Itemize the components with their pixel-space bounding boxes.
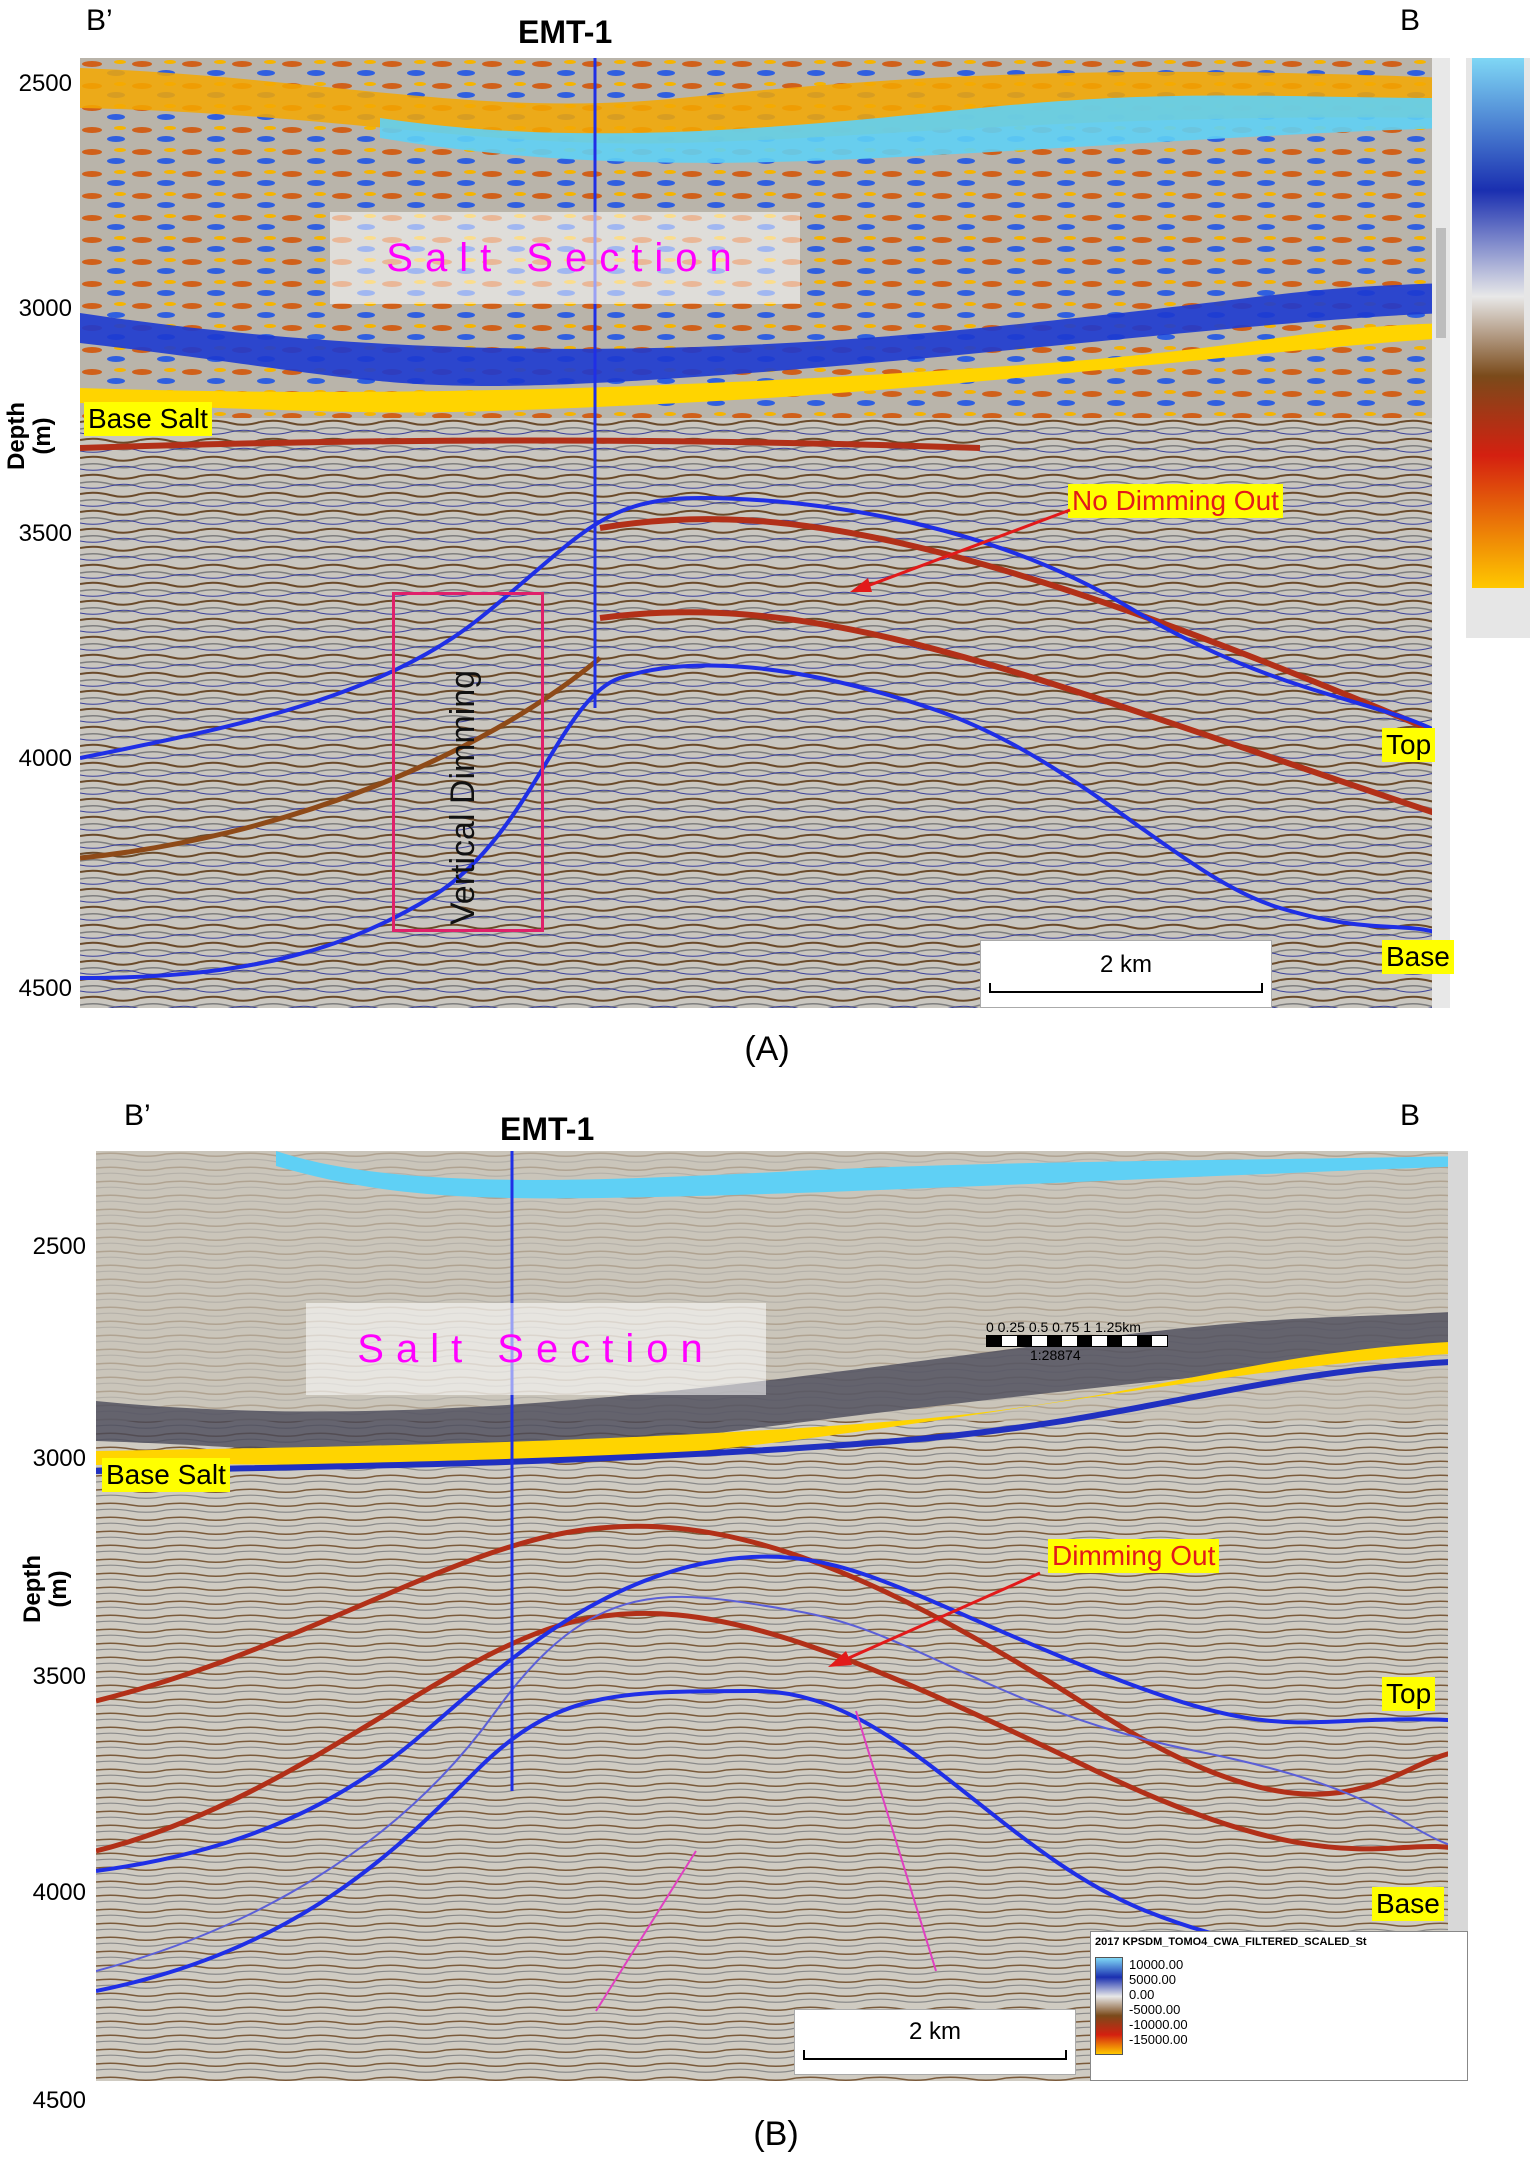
base-salt-label: Base Salt [84, 402, 212, 436]
seismic-section-a [80, 58, 1450, 1008]
vertical-dimming-box [392, 592, 544, 932]
panel-a: B’ B EMT-1 [3, 4, 1530, 1068]
legend-value: -5000.00 [1129, 2002, 1181, 2017]
mini-scale-bar [986, 1335, 1168, 1347]
mini-scale-ratio: 1:28874 [1030, 1347, 1081, 1363]
depth-tick: 3500 [32, 1663, 86, 1690]
corner-right-label: B [1400, 4, 1421, 37]
legend-value: -10000.00 [1129, 2017, 1188, 2032]
mini-scale-ticks: 0 0.25 0.5 0.75 1 1.25km [986, 1319, 1141, 1335]
annotation-label: Dimming Out [1048, 1539, 1220, 1573]
legend-value: 5000.00 [1129, 1972, 1176, 1987]
depth-axis-label-line2: (m) [29, 417, 56, 455]
well-name: EMT-1 [518, 14, 613, 50]
depth-tick: 2500 [32, 1233, 86, 1260]
legend-value: 0.00 [1129, 1987, 1155, 2002]
caption: (A) [744, 1030, 790, 1068]
corner-left-label: B’ [124, 1099, 151, 1132]
depth-tick: 4000 [18, 745, 72, 772]
base-salt-label: Base Salt [102, 1458, 230, 1492]
depth-tick: 3000 [18, 295, 72, 322]
depth-tick: 2500 [18, 70, 72, 97]
legend-title: 2017 KPSDM_TOMO4_CWA_FILTERED_SCALED_St [1095, 1936, 1367, 1948]
well-name: EMT-1 [500, 1111, 595, 1147]
top-label: Top [1382, 1677, 1436, 1711]
depth-tick: 4500 [18, 975, 72, 1002]
caption: (B) [753, 2115, 799, 2153]
depth-tick: 4000 [32, 1879, 86, 1906]
scale-bar-label: 2 km [908, 2018, 961, 2045]
depth-tick: 3500 [18, 520, 72, 547]
amplitude-legend: 2017 KPSDM_TOMO4_CWA_FILTERED_SCALED_St … [1090, 1931, 1468, 2081]
depth-tick: 3000 [32, 1445, 86, 1472]
annotation-label: No Dimming Out [1068, 484, 1283, 518]
depth-axis-label: Depth (m) [3, 402, 56, 470]
scale-bar: 2 km [980, 940, 1272, 1008]
vertical-dimming-label: Vertical Dimming [444, 669, 482, 925]
salt-section-label: Salt Section [306, 1303, 766, 1395]
scale-bar-label: 2 km [1099, 951, 1152, 978]
corner-left-label: B’ [86, 4, 113, 37]
annotation-arrow [850, 508, 1071, 592]
depth-tick: 4500 [32, 2087, 86, 2114]
scale-bar-line [803, 2050, 1067, 2060]
depth-axis-label-line1: Depth [3, 402, 30, 470]
corner-right-label: B [1400, 1099, 1421, 1132]
panel-b: B’ B EMT-1 [0, 1083, 1534, 2166]
depth-axis-label: Depth (m) [19, 1555, 72, 1623]
depth-axis-label-line1: Depth [19, 1555, 46, 1623]
legend-colorbar [1095, 1957, 1123, 2055]
base-label: Base [1382, 940, 1454, 974]
colorbar-a [1466, 58, 1530, 638]
legend-value: -15000.00 [1129, 2032, 1188, 2047]
annotation-arrow [828, 1571, 1041, 1667]
salt-section-label: Salt Section [330, 212, 800, 304]
seismic-section-b [96, 1151, 1468, 2081]
legend-value: 10000.00 [1129, 1957, 1184, 1972]
mini-scale: 0 0.25 0.5 0.75 1 1.25km 1:28874 [986, 1319, 1206, 1379]
depth-axis-label-line2: (m) [45, 1570, 72, 1608]
scale-bar-line [989, 983, 1263, 993]
top-label: Top [1382, 728, 1436, 762]
scale-bar: 2 km [794, 2009, 1076, 2075]
base-label: Base [1372, 1887, 1444, 1921]
